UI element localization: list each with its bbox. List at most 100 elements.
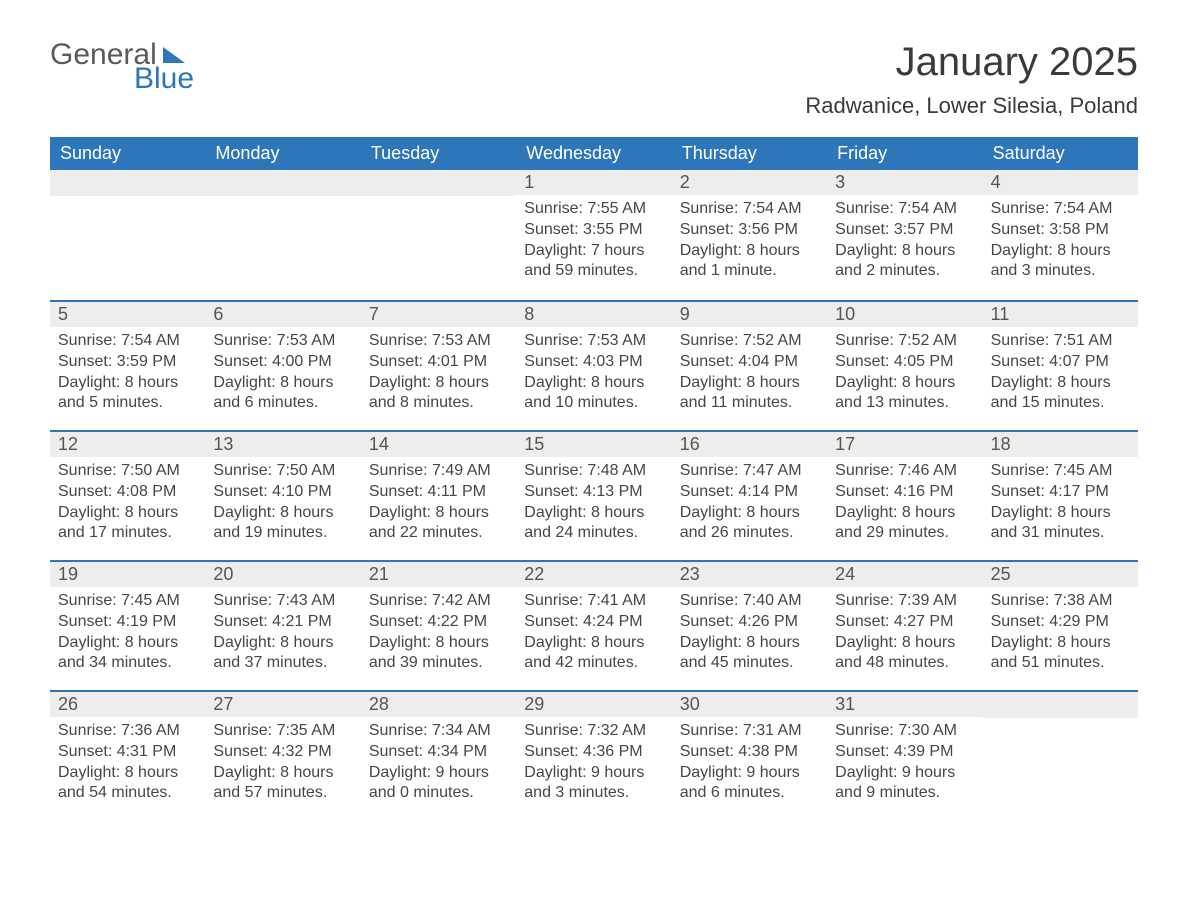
daylight-line: Daylight: 9 hours and 6 minutes.: [680, 763, 819, 805]
daylight-line: Daylight: 8 hours and 8 minutes.: [369, 373, 508, 415]
sunset-line: Sunset: 4:32 PM: [213, 742, 352, 763]
day-cell: 28Sunrise: 7:34 AMSunset: 4:34 PMDayligh…: [361, 692, 516, 820]
sunrise-line: Sunrise: 7:39 AM: [835, 591, 974, 612]
day-number: 1: [516, 170, 671, 195]
day-cell: 3Sunrise: 7:54 AMSunset: 3:57 PMDaylight…: [827, 170, 982, 300]
day-number: 8: [516, 302, 671, 327]
day-number: 14: [361, 432, 516, 457]
day-number: 5: [50, 302, 205, 327]
day-number: [50, 170, 205, 196]
day-cell: [205, 170, 360, 300]
weekday-header-cell: Friday: [827, 137, 982, 170]
weeks-container: 1Sunrise: 7:55 AMSunset: 3:55 PMDaylight…: [50, 170, 1138, 820]
day-cell: [361, 170, 516, 300]
daylight-line: Daylight: 8 hours and 15 minutes.: [991, 373, 1130, 415]
day-number: 24: [827, 562, 982, 587]
daylight-line: Daylight: 8 hours and 22 minutes.: [369, 503, 508, 545]
day-cell: 7Sunrise: 7:53 AMSunset: 4:01 PMDaylight…: [361, 302, 516, 430]
day-number: 21: [361, 562, 516, 587]
day-number: 12: [50, 432, 205, 457]
sunset-line: Sunset: 4:11 PM: [369, 482, 508, 503]
day-body: Sunrise: 7:53 AMSunset: 4:01 PMDaylight:…: [361, 327, 516, 426]
day-number: 23: [672, 562, 827, 587]
day-cell: 20Sunrise: 7:43 AMSunset: 4:21 PMDayligh…: [205, 562, 360, 690]
day-number: 15: [516, 432, 671, 457]
sunrise-line: Sunrise: 7:53 AM: [524, 331, 663, 352]
sunset-line: Sunset: 3:59 PM: [58, 352, 197, 373]
day-number: 6: [205, 302, 360, 327]
day-cell: 13Sunrise: 7:50 AMSunset: 4:10 PMDayligh…: [205, 432, 360, 560]
weekday-header-cell: Monday: [205, 137, 360, 170]
day-body: Sunrise: 7:36 AMSunset: 4:31 PMDaylight:…: [50, 717, 205, 816]
weekday-header-cell: Wednesday: [516, 137, 671, 170]
sunset-line: Sunset: 3:56 PM: [680, 220, 819, 241]
day-body: Sunrise: 7:41 AMSunset: 4:24 PMDaylight:…: [516, 587, 671, 686]
week-row: 12Sunrise: 7:50 AMSunset: 4:08 PMDayligh…: [50, 430, 1138, 560]
sunrise-line: Sunrise: 7:38 AM: [991, 591, 1130, 612]
daylight-line: Daylight: 8 hours and 34 minutes.: [58, 633, 197, 675]
day-body: Sunrise: 7:43 AMSunset: 4:21 PMDaylight:…: [205, 587, 360, 686]
day-body: Sunrise: 7:32 AMSunset: 4:36 PMDaylight:…: [516, 717, 671, 816]
daylight-line: Daylight: 8 hours and 1 minute.: [680, 241, 819, 283]
calendar: SundayMondayTuesdayWednesdayThursdayFrid…: [50, 137, 1138, 820]
day-cell: 14Sunrise: 7:49 AMSunset: 4:11 PMDayligh…: [361, 432, 516, 560]
sunset-line: Sunset: 4:13 PM: [524, 482, 663, 503]
sunset-line: Sunset: 4:39 PM: [835, 742, 974, 763]
month-title: January 2025: [805, 40, 1138, 85]
sunrise-line: Sunrise: 7:50 AM: [58, 461, 197, 482]
day-body: Sunrise: 7:54 AMSunset: 3:57 PMDaylight:…: [827, 195, 982, 294]
daylight-line: Daylight: 8 hours and 45 minutes.: [680, 633, 819, 675]
day-number: 27: [205, 692, 360, 717]
day-body: Sunrise: 7:42 AMSunset: 4:22 PMDaylight:…: [361, 587, 516, 686]
daylight-line: Daylight: 8 hours and 17 minutes.: [58, 503, 197, 545]
sunset-line: Sunset: 3:55 PM: [524, 220, 663, 241]
sunset-line: Sunset: 4:03 PM: [524, 352, 663, 373]
weekday-header-row: SundayMondayTuesdayWednesdayThursdayFrid…: [50, 137, 1138, 170]
day-cell: 12Sunrise: 7:50 AMSunset: 4:08 PMDayligh…: [50, 432, 205, 560]
daylight-line: Daylight: 8 hours and 29 minutes.: [835, 503, 974, 545]
day-cell: 11Sunrise: 7:51 AMSunset: 4:07 PMDayligh…: [983, 302, 1138, 430]
logo: General Blue: [50, 40, 194, 94]
day-number: 18: [983, 432, 1138, 457]
daylight-line: Daylight: 9 hours and 0 minutes.: [369, 763, 508, 805]
daylight-line: Daylight: 8 hours and 2 minutes.: [835, 241, 974, 283]
day-body: Sunrise: 7:46 AMSunset: 4:16 PMDaylight:…: [827, 457, 982, 556]
day-cell: 10Sunrise: 7:52 AMSunset: 4:05 PMDayligh…: [827, 302, 982, 430]
day-cell: 16Sunrise: 7:47 AMSunset: 4:14 PMDayligh…: [672, 432, 827, 560]
header: General Blue January 2025 Radwanice, Low…: [50, 40, 1138, 119]
week-row: 19Sunrise: 7:45 AMSunset: 4:19 PMDayligh…: [50, 560, 1138, 690]
day-cell: 1Sunrise: 7:55 AMSunset: 3:55 PMDaylight…: [516, 170, 671, 300]
day-cell: 30Sunrise: 7:31 AMSunset: 4:38 PMDayligh…: [672, 692, 827, 820]
sunset-line: Sunset: 4:27 PM: [835, 612, 974, 633]
day-number: 16: [672, 432, 827, 457]
day-cell: 25Sunrise: 7:38 AMSunset: 4:29 PMDayligh…: [983, 562, 1138, 690]
day-number: 2: [672, 170, 827, 195]
daylight-line: Daylight: 8 hours and 10 minutes.: [524, 373, 663, 415]
sunset-line: Sunset: 4:38 PM: [680, 742, 819, 763]
daylight-line: Daylight: 8 hours and 5 minutes.: [58, 373, 197, 415]
day-cell: 2Sunrise: 7:54 AMSunset: 3:56 PMDaylight…: [672, 170, 827, 300]
daylight-line: Daylight: 8 hours and 26 minutes.: [680, 503, 819, 545]
day-number: 7: [361, 302, 516, 327]
day-cell: 8 Sunrise: 7:53 AMSunset: 4:03 PMDaylight…: [516, 302, 671, 430]
daylight-line: Daylight: 8 hours and 3 minutes.: [991, 241, 1130, 283]
day-number: 9: [672, 302, 827, 327]
day-cell: 4Sunrise: 7:54 AMSunset: 3:58 PMDaylight…: [983, 170, 1138, 300]
week-row: 1Sunrise: 7:55 AMSunset: 3:55 PMDaylight…: [50, 170, 1138, 300]
sunrise-line: Sunrise: 7:52 AM: [835, 331, 974, 352]
day-number: 4: [983, 170, 1138, 195]
sunrise-line: Sunrise: 7:54 AM: [835, 199, 974, 220]
sunset-line: Sunset: 4:17 PM: [991, 482, 1130, 503]
day-cell: 22Sunrise: 7:41 AMSunset: 4:24 PMDayligh…: [516, 562, 671, 690]
sunrise-line: Sunrise: 7:41 AM: [524, 591, 663, 612]
title-block: January 2025 Radwanice, Lower Silesia, P…: [805, 40, 1138, 119]
sunrise-line: Sunrise: 7:43 AM: [213, 591, 352, 612]
daylight-line: Daylight: 8 hours and 42 minutes.: [524, 633, 663, 675]
day-body: Sunrise: 7:38 AMSunset: 4:29 PMDaylight:…: [983, 587, 1138, 686]
week-row: 26Sunrise: 7:36 AMSunset: 4:31 PMDayligh…: [50, 690, 1138, 820]
sunset-line: Sunset: 4:16 PM: [835, 482, 974, 503]
sunset-line: Sunset: 4:07 PM: [991, 352, 1130, 373]
sunset-line: Sunset: 4:29 PM: [991, 612, 1130, 633]
day-number: [205, 170, 360, 196]
sunset-line: Sunset: 4:10 PM: [213, 482, 352, 503]
